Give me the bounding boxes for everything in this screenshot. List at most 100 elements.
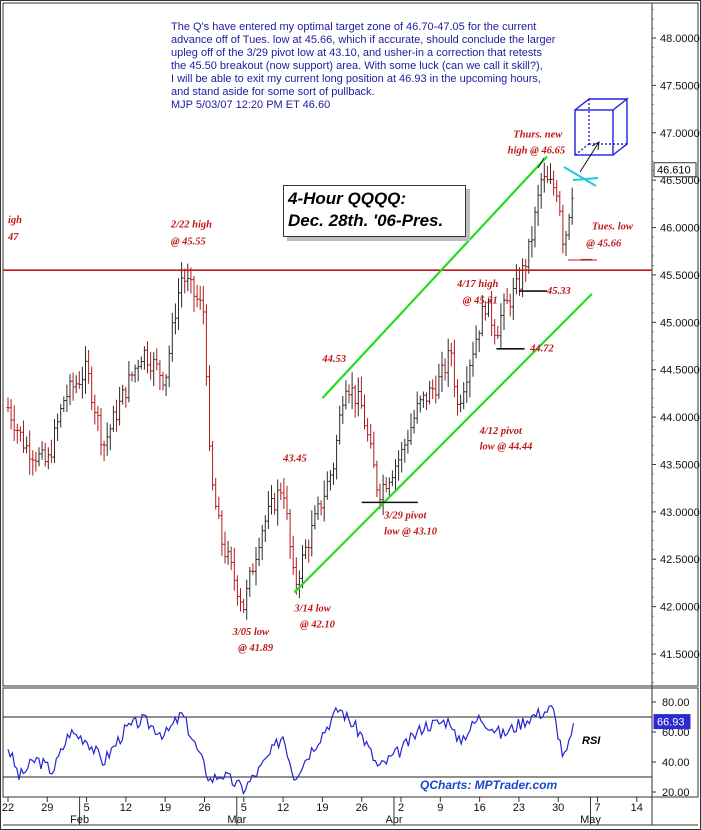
commentary-line: the 45.50 breakout (now support) area. W… — [171, 60, 543, 72]
price-bar — [564, 230, 568, 257]
target-cyan-mark — [572, 177, 599, 181]
price-bar — [322, 480, 326, 522]
price-annotation: 3/29 pivot — [383, 510, 427, 521]
price-bar — [390, 470, 394, 487]
date-tick-label: 19 — [159, 802, 171, 814]
price-bar — [239, 588, 242, 612]
price-bar — [431, 379, 435, 399]
main-panel-frame — [2, 2, 699, 687]
date-tick-label: 26 — [198, 802, 210, 814]
price-annotation: 4/12 pivot — [479, 426, 523, 437]
price-bar — [366, 417, 370, 442]
projection-arrow — [579, 141, 600, 173]
last-price-label: 46.610 — [657, 165, 691, 177]
price-bar — [527, 238, 531, 274]
price-bar — [170, 312, 174, 362]
price-bar — [480, 294, 484, 337]
date-tick-label: 16 — [473, 802, 485, 814]
price-bar — [279, 482, 283, 501]
price-bar — [530, 226, 534, 258]
price-bar — [204, 304, 208, 386]
price-bar — [152, 352, 156, 387]
price-annotation: high @ 46.65 — [508, 146, 565, 157]
price-bar — [74, 375, 78, 394]
price-bar — [43, 442, 47, 467]
price-bar — [223, 531, 227, 564]
price-bar — [555, 180, 559, 203]
month-label: Mar — [227, 814, 246, 826]
price-bar — [251, 563, 255, 575]
price-bar — [328, 470, 332, 491]
price-bar — [217, 496, 221, 519]
price-bar — [90, 366, 94, 411]
price-bar — [502, 293, 506, 330]
price-bar — [282, 477, 286, 510]
price-bar — [415, 391, 419, 424]
date-tick-label: 19 — [316, 802, 328, 814]
price-bar — [136, 359, 140, 382]
price-bar — [465, 366, 469, 403]
price-bar — [99, 407, 103, 456]
price-tick-label: 44.5000 — [660, 365, 700, 377]
price-bar — [130, 371, 134, 382]
price-bar — [183, 268, 187, 294]
price-tick-label: 45.0000 — [660, 317, 700, 329]
price-bar — [59, 403, 63, 428]
price-bar — [257, 537, 261, 567]
price-bar — [291, 535, 295, 575]
price-bar — [316, 496, 320, 520]
price-bar — [276, 479, 280, 526]
price-bar — [468, 359, 472, 398]
price-bar — [111, 405, 115, 432]
price-bar — [403, 438, 407, 463]
price-bar — [108, 424, 112, 451]
date-tick-label: 30 — [552, 802, 564, 814]
cube-side-face — [612, 99, 628, 156]
price-bar — [549, 163, 552, 185]
price-bar — [102, 440, 106, 462]
price-bar — [344, 380, 348, 410]
price-bar — [350, 372, 354, 410]
price-bar — [536, 184, 540, 226]
price-bar — [477, 330, 481, 353]
chart-credit: QCharts: MPTrader.com — [420, 778, 558, 792]
annotations: 2/22 high @ 45.55 igh 47 Thurs. new high @ 46… — [7, 130, 634, 655]
commentary-line: MJP 5/03/07 12:20 PM ET 46.60 — [171, 99, 331, 111]
price-bar — [201, 285, 205, 325]
month-label: Feb — [70, 814, 89, 826]
price-annotation: @ 45.66 — [586, 238, 622, 249]
cube-front-face — [574, 109, 614, 156]
price-bar — [273, 492, 277, 515]
price-tick-label: 43.5000 — [660, 459, 700, 471]
price-annotation: low @ 43.10 — [384, 527, 438, 538]
rsi-label: RSI — [582, 735, 601, 747]
price-bar — [180, 262, 184, 308]
price-bar — [105, 422, 109, 456]
price-bar — [93, 394, 97, 425]
chart-title-box: 4-Hour QQQQ: Dec. 28th. '06-Pres. — [283, 185, 466, 237]
price-bar — [270, 485, 273, 515]
price-annotation: @ 41.89 — [238, 643, 274, 654]
date-tick-label: 23 — [513, 802, 525, 814]
price-bar — [440, 351, 444, 392]
price-bar — [49, 439, 53, 464]
price-bars — [6, 162, 574, 620]
price-bar — [446, 338, 450, 388]
price-tick-label: 43.0000 — [660, 507, 700, 519]
commentary-line: I will be able to exit my current long p… — [171, 73, 541, 85]
price-bar — [56, 413, 60, 442]
price-bar — [155, 348, 159, 371]
price-bar — [542, 162, 546, 193]
price-bar — [356, 377, 360, 417]
price-bar — [319, 500, 323, 516]
price-bar — [297, 570, 301, 599]
price-annotation: 44.72 — [529, 344, 554, 355]
price-bar — [12, 405, 16, 442]
price-bar — [332, 462, 335, 485]
price-bar — [421, 391, 425, 408]
price-bar — [471, 341, 475, 377]
price-tick-label: 42.5000 — [660, 554, 700, 566]
price-bar — [456, 379, 459, 416]
month-label: May — [580, 814, 601, 826]
rsi-last-value-label: 66.93 — [657, 717, 685, 729]
